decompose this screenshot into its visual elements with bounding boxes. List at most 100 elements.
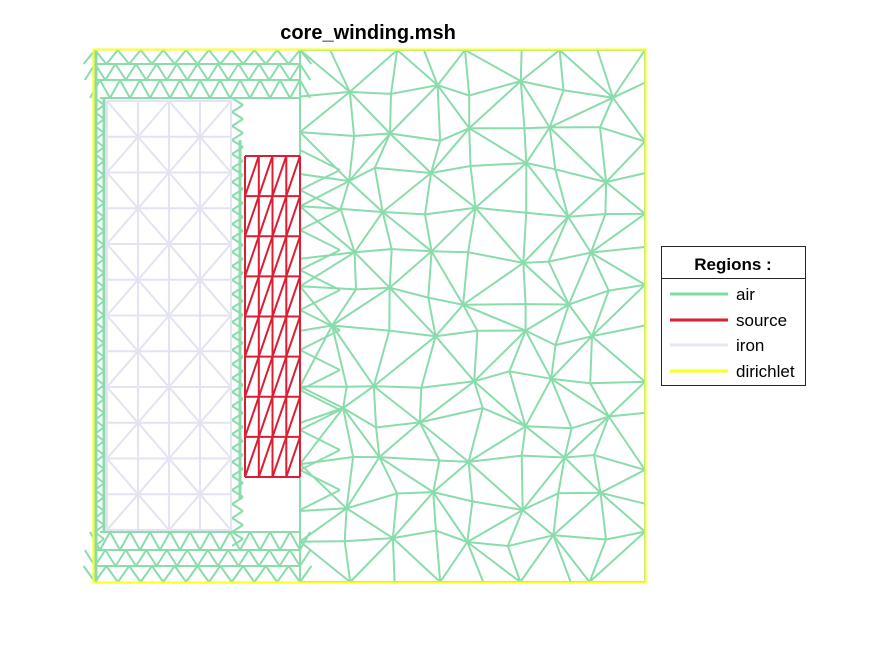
air-mesh-edge [264,565,279,583]
air-mesh-edge [349,91,391,135]
air-mesh-edge [209,531,221,551]
air-mesh-edge [299,489,341,511]
air-mesh-edge [591,290,610,337]
air-mesh-edge [418,387,423,423]
air-mesh-edge [552,534,591,583]
air-mesh-edge [373,385,421,424]
air-mesh-edge [229,531,241,551]
air-mesh-edge [186,549,199,567]
air-mesh-edge [299,329,341,351]
air-mesh-edge [354,248,392,254]
iron-mesh-edge [137,493,170,531]
air-mesh-edge [432,491,469,543]
air-mesh-edge [388,287,437,337]
air-mesh-edge [439,127,470,142]
air-mesh-edge [165,63,178,81]
air-mesh-edge [593,454,646,471]
air-mesh-edge [468,127,527,164]
air-mesh-edge [299,385,344,409]
air-mesh-edge [354,132,391,137]
air-mesh-edge [299,285,357,291]
air-mesh-edge [439,459,469,463]
air-mesh-edge [568,213,606,218]
air-mesh-edge [420,335,437,388]
air-mesh-edge [179,531,191,551]
air-mesh-edge [217,63,230,81]
air-mesh-edge [231,97,244,106]
air-mesh-edge [431,250,469,254]
air-mesh-edge [276,565,290,583]
air-mesh-edge [588,539,607,583]
iron-mesh-edge [168,314,201,352]
air-mesh-edge [552,534,572,583]
air-mesh-edge [299,540,351,583]
iron-mesh-edge [106,243,139,281]
air-mesh-edge [332,324,390,332]
air-mesh-edge [467,207,477,253]
iron-mesh-edge [106,100,139,138]
air-mesh-edge [173,49,187,65]
air-mesh-edge [430,172,477,209]
air-mesh-edge [549,96,614,129]
air-mesh-edge [375,421,420,429]
air-mesh-edge [382,211,433,253]
source-region-mesh [244,155,301,478]
air-mesh-edge [522,212,528,263]
air-mesh-edge [155,549,168,567]
air-mesh-edge [389,132,432,174]
air-mesh-edge [242,565,256,583]
air-mesh-edge [519,81,526,129]
air-mesh-edge [259,79,271,99]
air-mesh-edge [389,329,436,338]
air-mesh-edge [124,63,137,81]
air-mesh-edge [299,91,351,133]
iron-mesh-edge [137,171,170,209]
air-mesh-edge [526,211,569,218]
iron-mesh-edge [199,279,232,317]
iron-mesh-edge [168,279,201,317]
air-mesh-edge [299,49,351,93]
air-mesh-edge [462,303,526,332]
air-mesh-edge [428,296,464,306]
air-mesh-edge [299,205,356,254]
air-mesh-edge [208,49,222,65]
air-mesh-edge [189,531,201,551]
air-mesh-edge [520,426,527,456]
air-mesh-edge [472,500,523,511]
air-mesh-edge [258,549,271,567]
air-mesh-edge [464,49,471,96]
air-mesh-edge [208,565,222,583]
air-mesh-edge [348,91,356,137]
air-mesh-edge [593,454,602,493]
air-mesh-edge [474,162,527,209]
air-mesh-edge [432,492,437,531]
air-mesh-edge [523,260,549,264]
air-mesh-edge [555,168,607,184]
air-mesh-edge [227,549,240,567]
air-mesh-edge [466,501,474,543]
air-mesh-edge [590,380,646,385]
air-mesh-edge [418,421,441,461]
air-mesh-edge [119,79,131,99]
air-mesh-edge [299,209,341,231]
air-mesh-edge [432,460,441,493]
air-mesh-edge [253,49,267,65]
air-mesh-edge [605,140,646,183]
iron-mesh-edge [137,457,170,495]
air-mesh-edge [299,63,312,81]
legend-label-dirichlet: dirichlet [736,362,795,381]
air-mesh-edge [353,251,391,289]
air-mesh-edge [591,335,646,383]
air-mesh-edge [209,79,221,99]
air-mesh-edge [468,80,522,97]
air-mesh-edge [596,49,614,99]
air-mesh-edge [482,407,526,428]
source-mesh-edge [271,396,288,438]
source-mesh-edge [285,396,301,438]
air-mesh-edge [524,425,566,459]
air-mesh-edge [462,262,524,306]
air-mesh-edge [299,389,341,411]
air-mesh-edge [430,250,464,306]
air-mesh-edge [591,324,646,338]
air-mesh-edge [391,493,399,539]
